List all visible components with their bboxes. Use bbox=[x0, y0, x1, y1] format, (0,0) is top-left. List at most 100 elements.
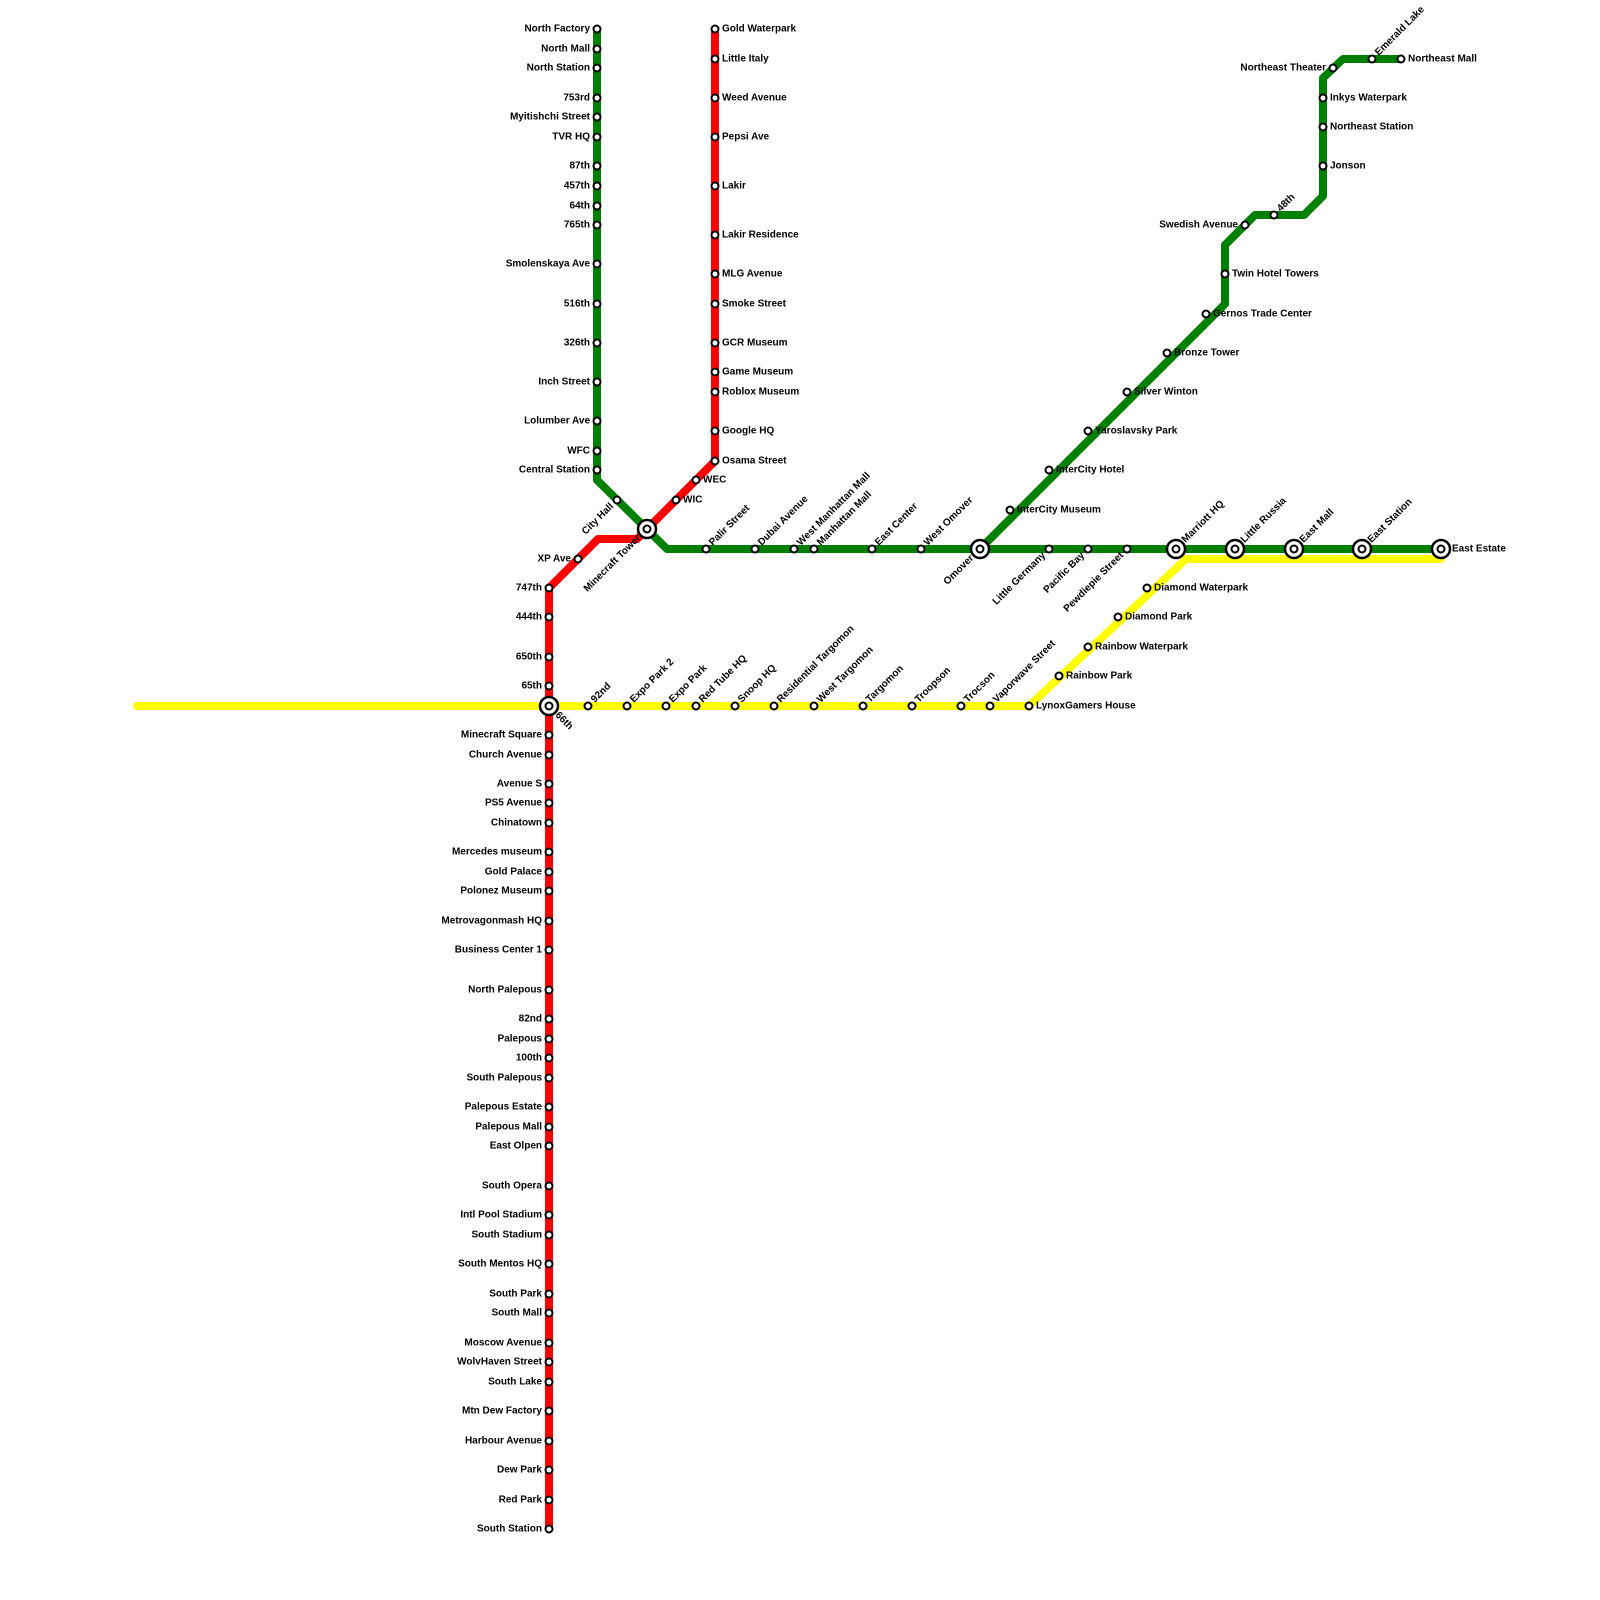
station-label: PS5 Avenue bbox=[485, 798, 542, 809]
station bbox=[544, 1034, 554, 1044]
station-label: South Park bbox=[489, 1289, 542, 1300]
station bbox=[592, 377, 602, 387]
station bbox=[1318, 122, 1328, 132]
station bbox=[612, 495, 622, 505]
station bbox=[750, 544, 760, 554]
station bbox=[907, 701, 917, 711]
station-label: Pepsi Ave bbox=[722, 132, 769, 143]
station bbox=[710, 456, 720, 466]
station-label: TVR HQ bbox=[552, 132, 590, 143]
station bbox=[592, 201, 602, 211]
station-label: South Palepous bbox=[466, 1073, 542, 1084]
station-label: Palepous bbox=[498, 1034, 543, 1045]
station bbox=[1162, 348, 1172, 358]
station-label: WFC bbox=[567, 446, 590, 457]
station bbox=[583, 701, 593, 711]
station-label: Game Museum bbox=[722, 367, 793, 378]
station-label: Lolumber Ave bbox=[524, 416, 590, 427]
station bbox=[691, 701, 701, 711]
station-label: Jonson bbox=[1330, 161, 1366, 172]
station-label: Little Italy bbox=[722, 54, 769, 65]
station-label: 650th bbox=[516, 652, 542, 663]
station bbox=[544, 1338, 554, 1348]
station bbox=[544, 1141, 554, 1151]
station bbox=[858, 701, 868, 711]
station bbox=[544, 1465, 554, 1475]
station bbox=[592, 112, 602, 122]
station bbox=[544, 985, 554, 995]
station bbox=[710, 54, 720, 64]
station-label: Smoke Street bbox=[722, 299, 787, 310]
station-label: Twin Hotel Towers bbox=[1232, 269, 1319, 280]
station bbox=[710, 93, 720, 103]
yellow-line bbox=[133, 555, 1445, 710]
station-label: 87th bbox=[569, 161, 590, 172]
station-label: Intl Pool Stadium bbox=[460, 1210, 542, 1221]
station bbox=[544, 1073, 554, 1083]
station bbox=[544, 916, 554, 926]
station-label: Gold Palace bbox=[485, 867, 543, 878]
station-label: Gold Waterpark bbox=[722, 24, 797, 35]
station-label: Mtn Dew Factory bbox=[462, 1406, 542, 1417]
station-label: Gernos Trade Center bbox=[1213, 309, 1312, 320]
station bbox=[867, 544, 877, 554]
station-label: Rainbow Waterpark bbox=[1095, 642, 1188, 653]
station bbox=[701, 544, 711, 554]
station bbox=[956, 701, 966, 711]
station bbox=[592, 465, 602, 475]
station-label: 747th bbox=[516, 583, 542, 594]
station bbox=[544, 1181, 554, 1191]
station-label: Harbour Avenue bbox=[465, 1436, 542, 1447]
station bbox=[592, 44, 602, 54]
station bbox=[544, 1308, 554, 1318]
station bbox=[710, 387, 720, 397]
station bbox=[544, 1102, 554, 1112]
station-label: Avenue S bbox=[497, 779, 543, 790]
station-label: Rainbow Park bbox=[1066, 671, 1133, 682]
station-label: North Station bbox=[527, 63, 590, 74]
station bbox=[544, 1495, 554, 1505]
station-label: East Olpen bbox=[490, 1141, 542, 1152]
station-label: 82nd bbox=[519, 1014, 542, 1025]
station bbox=[544, 1259, 554, 1269]
station bbox=[544, 847, 554, 857]
station bbox=[789, 544, 799, 554]
station-label: WIC bbox=[683, 495, 702, 506]
station-label: 326th bbox=[564, 338, 590, 349]
station bbox=[592, 259, 602, 269]
station bbox=[592, 338, 602, 348]
station bbox=[710, 230, 720, 240]
station-label: Diamond Park bbox=[1125, 612, 1193, 623]
station-label: Dew Park bbox=[497, 1465, 542, 1476]
station-label: Smolenskaya Ave bbox=[506, 259, 591, 270]
station-label: Silver Winton bbox=[1134, 387, 1198, 398]
station-label: North Factory bbox=[524, 24, 590, 35]
interchange-core bbox=[1289, 544, 1299, 554]
station bbox=[592, 181, 602, 191]
station bbox=[622, 701, 632, 711]
station-label: 100th bbox=[516, 1053, 542, 1064]
station bbox=[1044, 465, 1054, 475]
station bbox=[544, 612, 554, 622]
station bbox=[661, 701, 671, 711]
station bbox=[1122, 387, 1132, 397]
station bbox=[1367, 54, 1377, 64]
station-label: North Mall bbox=[541, 44, 590, 55]
interchange-core bbox=[1230, 544, 1240, 554]
station bbox=[1269, 210, 1279, 220]
station bbox=[1318, 161, 1328, 171]
station bbox=[1240, 220, 1250, 230]
station bbox=[592, 132, 602, 142]
station bbox=[710, 299, 720, 309]
station bbox=[592, 220, 602, 230]
station bbox=[544, 730, 554, 740]
station-label: North Palepous bbox=[468, 985, 542, 996]
station-label: InterCity Museum bbox=[1017, 505, 1101, 516]
station bbox=[1220, 269, 1230, 279]
station-label: Polonez Museum bbox=[460, 886, 542, 897]
station bbox=[1083, 426, 1093, 436]
station bbox=[809, 701, 819, 711]
station bbox=[544, 798, 554, 808]
station bbox=[544, 1014, 554, 1024]
